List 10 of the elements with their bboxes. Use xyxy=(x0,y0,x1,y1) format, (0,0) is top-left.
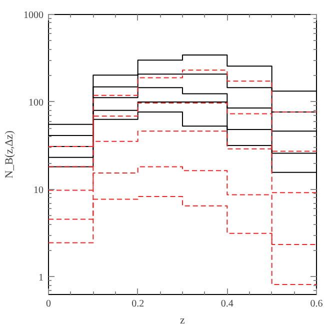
y-tick-label: 10 xyxy=(34,184,44,196)
y-tick-label: 1 xyxy=(38,272,44,284)
x-tick-label: 0.4 xyxy=(220,298,234,310)
x-tick-label: 0.2 xyxy=(132,298,144,310)
y-tick-label: 1000 xyxy=(24,10,44,21)
x-axis-title: z xyxy=(180,314,186,326)
y-tick-label: 100 xyxy=(28,97,44,108)
x-tick-label: 0 xyxy=(46,298,51,310)
x-tick-label: 0.6 xyxy=(310,298,323,310)
y-axis-title: N_B(z,Δz) xyxy=(4,130,16,178)
